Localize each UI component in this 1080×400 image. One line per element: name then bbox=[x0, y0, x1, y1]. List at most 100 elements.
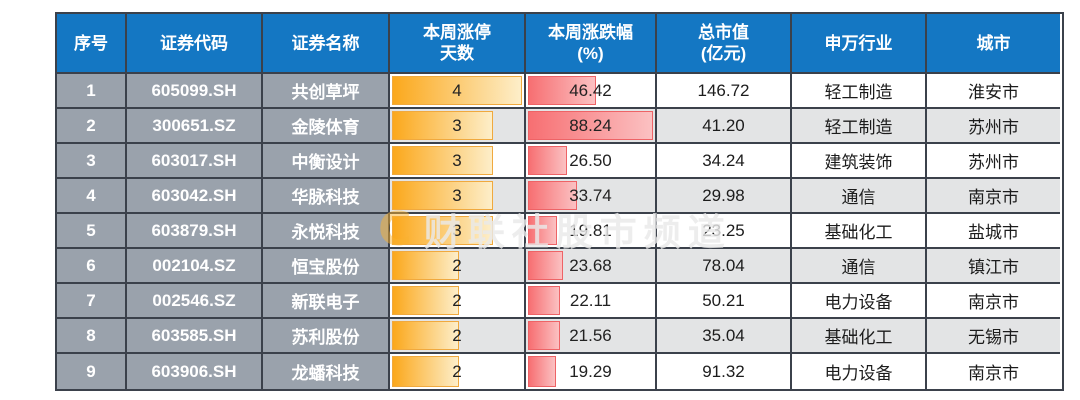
limit-days-bar bbox=[392, 216, 493, 245]
cell-code: 002104.SZ bbox=[127, 249, 263, 284]
cell-city: 苏州市 bbox=[927, 109, 1060, 144]
cell-name: 龙蟠科技 bbox=[263, 354, 390, 389]
cell-name: 永悦科技 bbox=[263, 214, 390, 249]
header-industry-label: 申万行业 bbox=[824, 33, 893, 53]
change-pct-bar bbox=[528, 181, 578, 210]
cell-code: 002546.SZ bbox=[127, 284, 263, 319]
cell-market-cap: 35.04 bbox=[657, 319, 792, 354]
limit-days-bar bbox=[392, 181, 493, 210]
cell-change-pct: 26.50 bbox=[526, 144, 657, 179]
cell-limit-days: 2 bbox=[390, 284, 526, 319]
header-seq-label: 序号 bbox=[74, 33, 108, 53]
cell-change-pct: 88.24 bbox=[526, 109, 657, 144]
cell-change-pct: 23.68 bbox=[526, 249, 657, 284]
cell-name: 中衡设计 bbox=[263, 144, 390, 179]
limit-days-bar bbox=[392, 251, 459, 280]
cell-market-cap: 34.24 bbox=[657, 144, 792, 179]
header-name-label: 证券名称 bbox=[291, 33, 360, 53]
limit-days-bar bbox=[392, 321, 459, 350]
cell-city: 淮安市 bbox=[927, 74, 1060, 109]
cell-seq: 1 bbox=[57, 74, 127, 109]
change-pct-value: 19.81 bbox=[569, 220, 612, 240]
limit-days-value: 2 bbox=[452, 325, 462, 345]
change-pct-bar bbox=[528, 111, 653, 140]
cell-seq: 7 bbox=[57, 284, 127, 319]
cell-name: 共创草坪 bbox=[263, 74, 390, 109]
change-pct-bar bbox=[528, 356, 557, 387]
cell-seq: 8 bbox=[57, 319, 127, 354]
header-market-cap-line2: (亿元) bbox=[700, 44, 747, 63]
table-row: 4 603042.SH 华脉科技 3 33.74 29.98 通信 南京市 bbox=[57, 179, 1062, 214]
header-city-label: 城市 bbox=[976, 33, 1011, 53]
cell-change-pct: 22.11 bbox=[526, 284, 657, 319]
limit-days-value: 2 bbox=[452, 290, 462, 310]
limit-days-value: 3 bbox=[452, 185, 462, 205]
cell-seq: 6 bbox=[57, 249, 127, 284]
header-code: 证券代码 bbox=[127, 14, 263, 74]
cell-limit-days: 3 bbox=[390, 109, 526, 144]
header-change-pct-line2: (%) bbox=[577, 44, 604, 63]
cell-code: 603879.SH bbox=[127, 214, 263, 249]
header-change-pct-line1: 本周涨跌幅 bbox=[548, 23, 633, 42]
change-pct-bar bbox=[528, 76, 596, 105]
cell-change-pct: 21.56 bbox=[526, 319, 657, 354]
cell-industry: 轻工制造 bbox=[792, 74, 927, 109]
cell-city: 镇江市 bbox=[927, 249, 1060, 284]
cell-industry: 通信 bbox=[792, 249, 927, 284]
header-seq: 序号 bbox=[57, 14, 127, 74]
change-pct-value: 19.29 bbox=[569, 361, 612, 381]
cell-limit-days: 3 bbox=[390, 214, 526, 249]
change-pct-value: 23.68 bbox=[569, 255, 612, 275]
cell-market-cap: 78.04 bbox=[657, 249, 792, 284]
change-pct-bar bbox=[528, 251, 563, 280]
cell-limit-days: 3 bbox=[390, 144, 526, 179]
cell-industry: 电力设备 bbox=[792, 284, 927, 319]
cell-industry: 电力设备 bbox=[792, 354, 927, 389]
cell-change-pct: 19.81 bbox=[526, 214, 657, 249]
limit-days-bar bbox=[392, 111, 493, 140]
cell-name: 苏利股份 bbox=[263, 319, 390, 354]
cell-code: 605099.SH bbox=[127, 74, 263, 109]
limit-days-value: 2 bbox=[452, 255, 462, 275]
cell-industry: 基础化工 bbox=[792, 214, 927, 249]
header-name: 证券名称 bbox=[263, 14, 390, 74]
header-limit-days-line2: 天数 bbox=[440, 44, 474, 63]
cell-limit-days: 2 bbox=[390, 319, 526, 354]
limit-days-bar bbox=[392, 76, 522, 105]
table-row: 2 300651.SZ 金陵体育 3 88.24 41.20 轻工制造 苏州市 bbox=[57, 109, 1062, 144]
cell-name: 恒宝股份 bbox=[263, 249, 390, 284]
change-pct-bar bbox=[528, 286, 561, 315]
cell-city: 南京市 bbox=[927, 179, 1060, 214]
cell-code: 603042.SH bbox=[127, 179, 263, 214]
cell-city: 盐城市 bbox=[927, 214, 1060, 249]
cell-market-cap: 146.72 bbox=[657, 74, 792, 109]
change-pct-value: 21.56 bbox=[569, 325, 612, 345]
cell-change-pct: 33.74 bbox=[526, 179, 657, 214]
change-pct-bar bbox=[528, 321, 560, 350]
cell-market-cap: 50.21 bbox=[657, 284, 792, 319]
table-row: 1 605099.SH 共创草坪 4 46.42 146.72 轻工制造 淮安市 bbox=[57, 74, 1062, 109]
cell-market-cap: 91.32 bbox=[657, 354, 792, 389]
table-row: 8 603585.SH 苏利股份 2 21.56 35.04 基础化工 无锡市 bbox=[57, 319, 1062, 354]
cell-market-cap: 29.98 bbox=[657, 179, 792, 214]
change-pct-value: 22.11 bbox=[569, 290, 612, 310]
cell-industry: 轻工制造 bbox=[792, 109, 927, 144]
cell-city: 南京市 bbox=[927, 354, 1060, 389]
change-pct-value: 26.50 bbox=[569, 150, 612, 170]
limit-days-value: 3 bbox=[452, 115, 462, 135]
cell-code: 603585.SH bbox=[127, 319, 263, 354]
cell-name: 金陵体育 bbox=[263, 109, 390, 144]
table-row: 7 002546.SZ 新联电子 2 22.11 50.21 电力设备 南京市 bbox=[57, 284, 1062, 319]
table-row: 3 603017.SH 中衡设计 3 26.50 34.24 建筑装饰 苏州市 bbox=[57, 144, 1062, 179]
change-pct-value: 33.74 bbox=[569, 185, 612, 205]
cell-name: 新联电子 bbox=[263, 284, 390, 319]
header-industry: 申万行业 bbox=[792, 14, 927, 74]
table-row: 9 603906.SH 龙蟠科技 2 19.29 91.32 电力设备 南京市 bbox=[57, 354, 1062, 389]
cell-industry: 通信 bbox=[792, 179, 927, 214]
cell-name: 华脉科技 bbox=[263, 179, 390, 214]
table-row: 6 002104.SZ 恒宝股份 2 23.68 78.04 通信 镇江市 bbox=[57, 249, 1062, 284]
change-pct-value: 88.24 bbox=[569, 115, 612, 135]
cell-code: 603906.SH bbox=[127, 354, 263, 389]
table-body: 1 605099.SH 共创草坪 4 46.42 146.72 轻工制造 淮安市… bbox=[57, 74, 1062, 389]
